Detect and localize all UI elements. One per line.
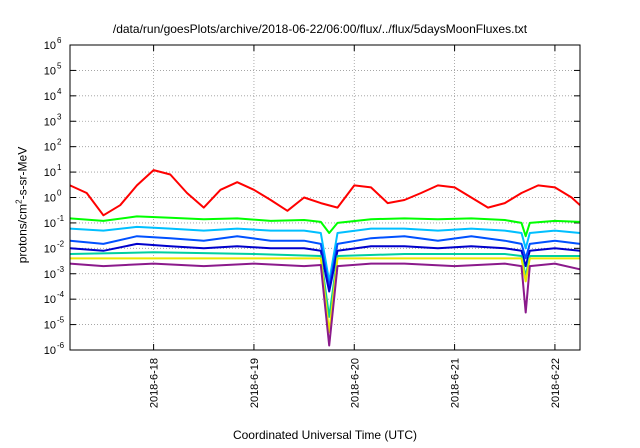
series-line <box>69 235 581 288</box>
y-tick-exponent: 2 <box>57 138 62 147</box>
plot-frame <box>69 44 581 351</box>
x-axis-label: Coordinated Universal Time (UTC) <box>232 428 418 442</box>
y-tick-exponent: 3 <box>57 112 62 121</box>
y-tick-label: 10 <box>44 243 56 255</box>
y-tick-label: 10 <box>44 142 56 154</box>
x-tick-label: 2018-6-21 <box>450 358 462 408</box>
y-tick-exponent: 6 <box>57 36 62 45</box>
y-tick-exponent: 0 <box>57 189 62 198</box>
y-tick-exponent: 4 <box>57 87 62 96</box>
series-line <box>69 215 581 238</box>
series-line <box>69 225 581 283</box>
y-tick-label: 10 <box>44 345 56 357</box>
y-tick-label: 10 <box>44 167 56 179</box>
x-tick-label: 2018-6-20 <box>349 358 361 408</box>
series-line <box>70 257 580 334</box>
y-tick-label: 10 <box>44 218 56 230</box>
y-tick-label: 10 <box>44 116 56 128</box>
x-tick-label: 2018-6-18 <box>149 358 161 408</box>
chart-title: /data/run/goesPlots/archive/2018-06-22/0… <box>112 22 528 36</box>
y-tick-label: 10 <box>44 269 56 281</box>
y-tick-exponent: -5 <box>57 316 65 325</box>
y-tick-exponent: -4 <box>57 290 65 299</box>
series-line <box>69 262 581 347</box>
x-tick-label: 2018-6-19 <box>249 358 261 408</box>
y-tick-label: 10 <box>44 40 56 52</box>
y-tick-exponent: -6 <box>57 341 65 350</box>
y-tick-exponent: -3 <box>57 265 65 274</box>
y-tick-label: 10 <box>44 91 56 103</box>
y-tick-label: 10 <box>44 65 56 77</box>
series-line <box>69 169 581 217</box>
x-tick-label: 2018-6-22 <box>550 358 562 408</box>
y-tick-exponent: 1 <box>57 163 62 172</box>
series-line <box>69 242 581 293</box>
y-tick-exponent: 5 <box>57 61 62 70</box>
y-tick-exponent: -2 <box>57 239 65 248</box>
y-axis-label-text: protons/cm2-s-sr-MeV <box>14 146 30 264</box>
y-tick-label: 10 <box>44 320 56 332</box>
y-tick-exponent: -1 <box>57 214 65 223</box>
y-tick-label: 10 <box>44 193 56 205</box>
y-tick-label: 10 <box>44 294 56 306</box>
